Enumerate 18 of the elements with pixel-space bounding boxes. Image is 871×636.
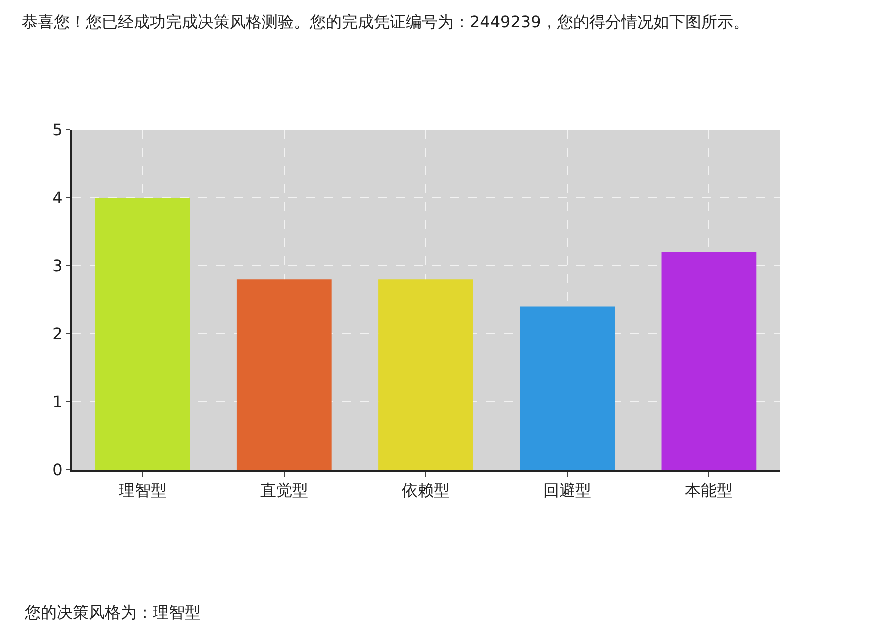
x-tick-label: 理智型 [118,481,167,500]
x-tick-label: 直觉型 [260,481,308,500]
bar [520,306,616,470]
text: 您的决策风格为：理智型 [24,603,201,622]
x-tick-label: 本能型 [685,481,734,500]
y-tick-label: 4 [52,188,63,208]
y-tick-label: 2 [52,324,63,344]
chart-title: 恭喜您！您已经成功完成决策风格测验。您的完成凭证编号为：2449239，您的得分情况如下图所示。 [22,12,750,32]
bar [662,252,757,470]
y-tick-label: 5 [52,120,63,140]
bar [95,198,190,470]
x-tick-label: 回避型 [544,481,592,500]
x-tick-label: 依赖型 [402,481,450,500]
y-tick-label: 3 [52,256,63,276]
y-tick-label: 1 [52,392,63,412]
y-tick-label: 0 [52,460,63,480]
bar [236,280,332,470]
bar [378,280,474,470]
